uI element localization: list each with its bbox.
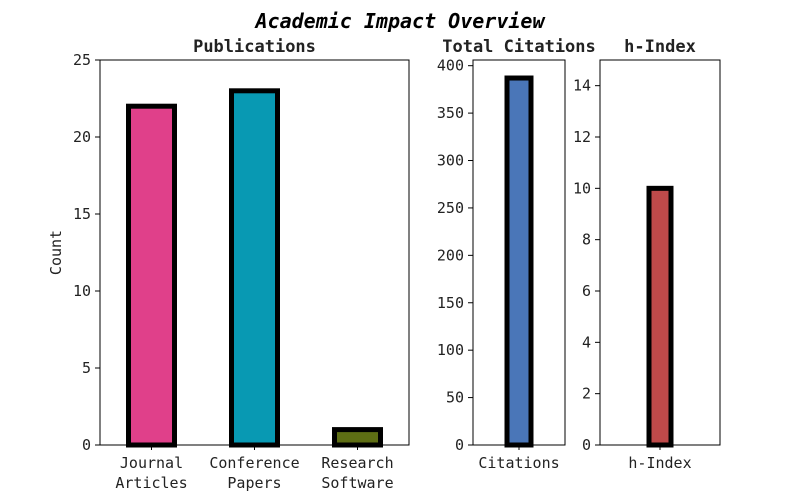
y-tick-label: 2 (582, 385, 591, 403)
panel-citations: Total CitationsCitations0501001502002503… (437, 37, 596, 472)
y-tick-label: 0 (82, 436, 91, 454)
bar (332, 427, 383, 448)
y-tick-label: 10 (573, 179, 591, 197)
y-tick-label: 150 (437, 294, 464, 312)
panel-publications: Publications Journal Articles Conference Pap… (47, 37, 410, 492)
y-tick-label: 0 (455, 436, 464, 454)
bar (504, 75, 534, 448)
bar (126, 103, 177, 448)
bar (229, 88, 280, 448)
x-tick-label: Journal Articles (115, 454, 187, 492)
y-tick-label: 20 (73, 128, 91, 146)
axes-frame (99, 59, 410, 446)
y-tick-label: 250 (437, 199, 464, 217)
y-tick-label: 300 (437, 152, 464, 170)
y-tick-label: 4 (582, 333, 591, 351)
panel-title: Total Citations (442, 37, 596, 57)
panel-h-index: h-Index h-Index 0 2 4 6 8 10 12 14 (573, 37, 721, 472)
y-tick-label: 8 (582, 231, 591, 249)
y-tick-label: 10 (73, 282, 91, 300)
x-tick-label: h-Index (628, 454, 691, 472)
y-tick-label: 400 (437, 57, 464, 75)
y-tick-label: 6 (582, 282, 591, 300)
panels: Publications Journal Articles Conference Pap… (47, 37, 721, 492)
y-tick-label: 100 (437, 341, 464, 359)
x-tick-label: Citations (478, 454, 559, 472)
y-tick-label: 5 (82, 359, 91, 377)
bar (646, 185, 674, 448)
x-tick-label: Conference Papers (209, 454, 299, 492)
axes-frame (599, 59, 721, 446)
panel-title: h-Index (624, 37, 696, 57)
y-tick-label: 0 (582, 436, 591, 454)
x-tick-label: Research Software (321, 454, 393, 492)
y-tick-label: 50 (446, 389, 464, 407)
y-tick-label: 200 (437, 246, 464, 264)
y-tick-label: 350 (437, 104, 464, 122)
y-tick-label: 14 (573, 77, 591, 95)
panel-title: Publications (193, 37, 316, 57)
figure-title: Academic Impact Overview (254, 9, 546, 33)
y-tick-label: 12 (573, 128, 591, 146)
y-axis-label: Count (47, 230, 65, 275)
y-tick-label: 25 (73, 51, 91, 69)
y-tick-label: 15 (73, 205, 91, 223)
axes-frame (472, 59, 566, 446)
